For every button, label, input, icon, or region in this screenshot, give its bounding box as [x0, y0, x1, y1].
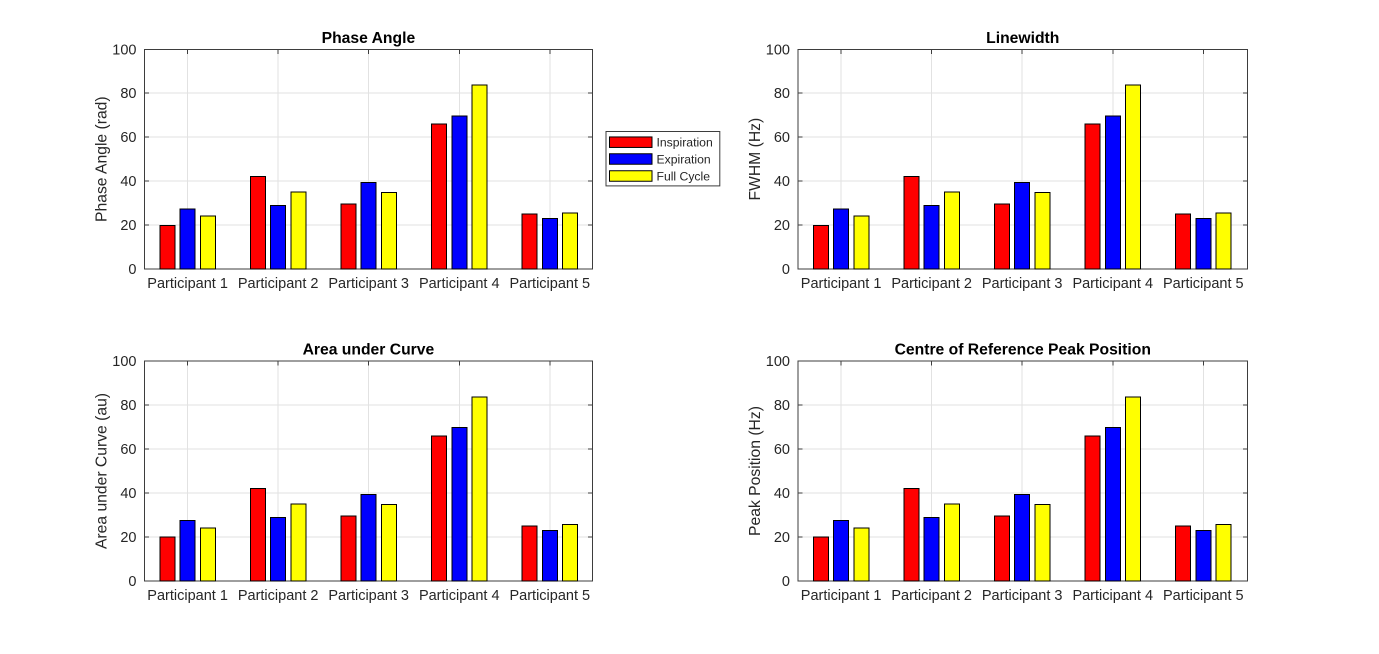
svg-text:Participant 5: Participant 5 — [509, 276, 590, 292]
svg-text:Participant 1: Participant 1 — [801, 588, 882, 604]
svg-text:20: 20 — [120, 530, 136, 546]
svg-text:FWHM (Hz): FWHM (Hz) — [747, 118, 764, 201]
svg-text:Expiration: Expiration — [657, 152, 711, 166]
svg-text:Participant 2: Participant 2 — [238, 276, 319, 292]
svg-text:Linewidth: Linewidth — [986, 30, 1059, 47]
svg-text:20: 20 — [120, 218, 136, 234]
svg-text:Participant 4: Participant 4 — [419, 588, 500, 604]
svg-text:Participant 4: Participant 4 — [1072, 276, 1153, 292]
svg-text:Centre of Reference Peak Posit: Centre of Reference Peak Position — [895, 342, 1151, 359]
svg-text:40: 40 — [774, 174, 790, 190]
svg-text:Participant 2: Participant 2 — [891, 588, 972, 604]
svg-text:Peak Position (Hz): Peak Position (Hz) — [747, 406, 764, 536]
svg-text:100: 100 — [112, 354, 136, 370]
svg-text:Inspiration: Inspiration — [657, 136, 713, 150]
svg-text:60: 60 — [774, 442, 790, 458]
svg-text:Participant 3: Participant 3 — [328, 276, 409, 292]
svg-text:Participant 3: Participant 3 — [328, 588, 409, 604]
svg-text:0: 0 — [128, 574, 136, 590]
svg-text:Participant 1: Participant 1 — [801, 276, 882, 292]
svg-text:Full Cycle: Full Cycle — [657, 169, 711, 183]
svg-text:100: 100 — [766, 354, 790, 370]
svg-text:Participant 1: Participant 1 — [147, 588, 228, 604]
svg-text:Participant 2: Participant 2 — [238, 588, 319, 604]
svg-text:Participant 4: Participant 4 — [419, 276, 500, 292]
svg-text:Participant 5: Participant 5 — [509, 588, 590, 604]
svg-text:80: 80 — [774, 398, 790, 414]
svg-text:Area under Curve (au): Area under Curve (au) — [94, 393, 111, 549]
svg-text:60: 60 — [774, 130, 790, 146]
svg-text:60: 60 — [120, 442, 136, 458]
svg-text:0: 0 — [128, 262, 136, 278]
svg-text:100: 100 — [766, 42, 790, 58]
svg-text:0: 0 — [782, 262, 790, 278]
svg-text:20: 20 — [774, 530, 790, 546]
svg-text:40: 40 — [120, 486, 136, 502]
svg-text:Phase Angle (rad): Phase Angle (rad) — [94, 96, 111, 222]
svg-text:Participant 5: Participant 5 — [1163, 588, 1244, 604]
svg-text:80: 80 — [120, 398, 136, 414]
svg-text:Phase Angle: Phase Angle — [322, 30, 416, 47]
svg-text:80: 80 — [774, 86, 790, 102]
svg-text:0: 0 — [782, 574, 790, 590]
svg-text:80: 80 — [120, 86, 136, 102]
svg-text:40: 40 — [120, 174, 136, 190]
svg-text:Participant 1: Participant 1 — [147, 276, 228, 292]
svg-text:Participant 5: Participant 5 — [1163, 276, 1244, 292]
svg-text:Participant 2: Participant 2 — [891, 276, 972, 292]
svg-text:20: 20 — [774, 218, 790, 234]
svg-text:40: 40 — [774, 486, 790, 502]
svg-text:Participant 3: Participant 3 — [982, 588, 1063, 604]
svg-text:60: 60 — [120, 130, 136, 146]
svg-text:100: 100 — [112, 42, 136, 58]
svg-text:Area under Curve: Area under Curve — [303, 342, 435, 359]
svg-text:Participant 4: Participant 4 — [1072, 588, 1153, 604]
svg-text:Participant 3: Participant 3 — [982, 276, 1063, 292]
